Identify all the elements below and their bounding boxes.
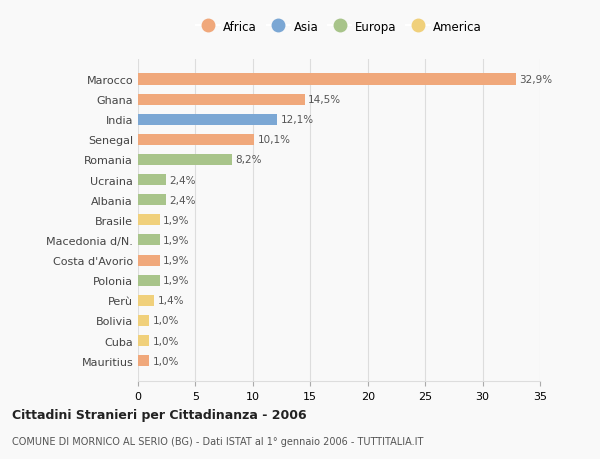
- Bar: [138, 295, 154, 306]
- Text: 8,2%: 8,2%: [236, 155, 262, 165]
- Text: 1,9%: 1,9%: [163, 275, 190, 285]
- Text: 12,1%: 12,1%: [280, 115, 314, 125]
- Text: 1,9%: 1,9%: [163, 256, 190, 265]
- Text: 1,0%: 1,0%: [153, 356, 179, 366]
- Text: 1,0%: 1,0%: [153, 336, 179, 346]
- Text: 32,9%: 32,9%: [520, 75, 553, 85]
- Bar: [138, 114, 277, 125]
- Bar: [138, 315, 149, 326]
- Bar: [138, 335, 149, 346]
- Text: 10,1%: 10,1%: [257, 135, 290, 145]
- Text: Cittadini Stranieri per Cittadinanza - 2006: Cittadini Stranieri per Cittadinanza - 2…: [12, 409, 307, 421]
- Bar: [138, 95, 305, 106]
- Bar: [138, 355, 149, 366]
- Bar: [138, 155, 232, 166]
- Text: COMUNE DI MORNICO AL SERIO (BG) - Dati ISTAT al 1° gennaio 2006 - TUTTITALIA.IT: COMUNE DI MORNICO AL SERIO (BG) - Dati I…: [12, 436, 424, 446]
- Bar: [138, 134, 254, 146]
- Text: 2,4%: 2,4%: [169, 175, 196, 185]
- Text: 14,5%: 14,5%: [308, 95, 341, 105]
- Text: 1,9%: 1,9%: [163, 215, 190, 225]
- Bar: [138, 195, 166, 206]
- Bar: [138, 235, 160, 246]
- Bar: [138, 275, 160, 286]
- Text: 1,0%: 1,0%: [153, 316, 179, 326]
- Bar: [138, 174, 166, 186]
- Legend: Africa, Asia, Europa, America: Africa, Asia, Europa, America: [196, 21, 482, 34]
- Text: 2,4%: 2,4%: [169, 195, 196, 205]
- Bar: [138, 74, 516, 85]
- Bar: [138, 255, 160, 266]
- Text: 1,4%: 1,4%: [158, 296, 184, 306]
- Bar: [138, 215, 160, 226]
- Text: 1,9%: 1,9%: [163, 235, 190, 246]
